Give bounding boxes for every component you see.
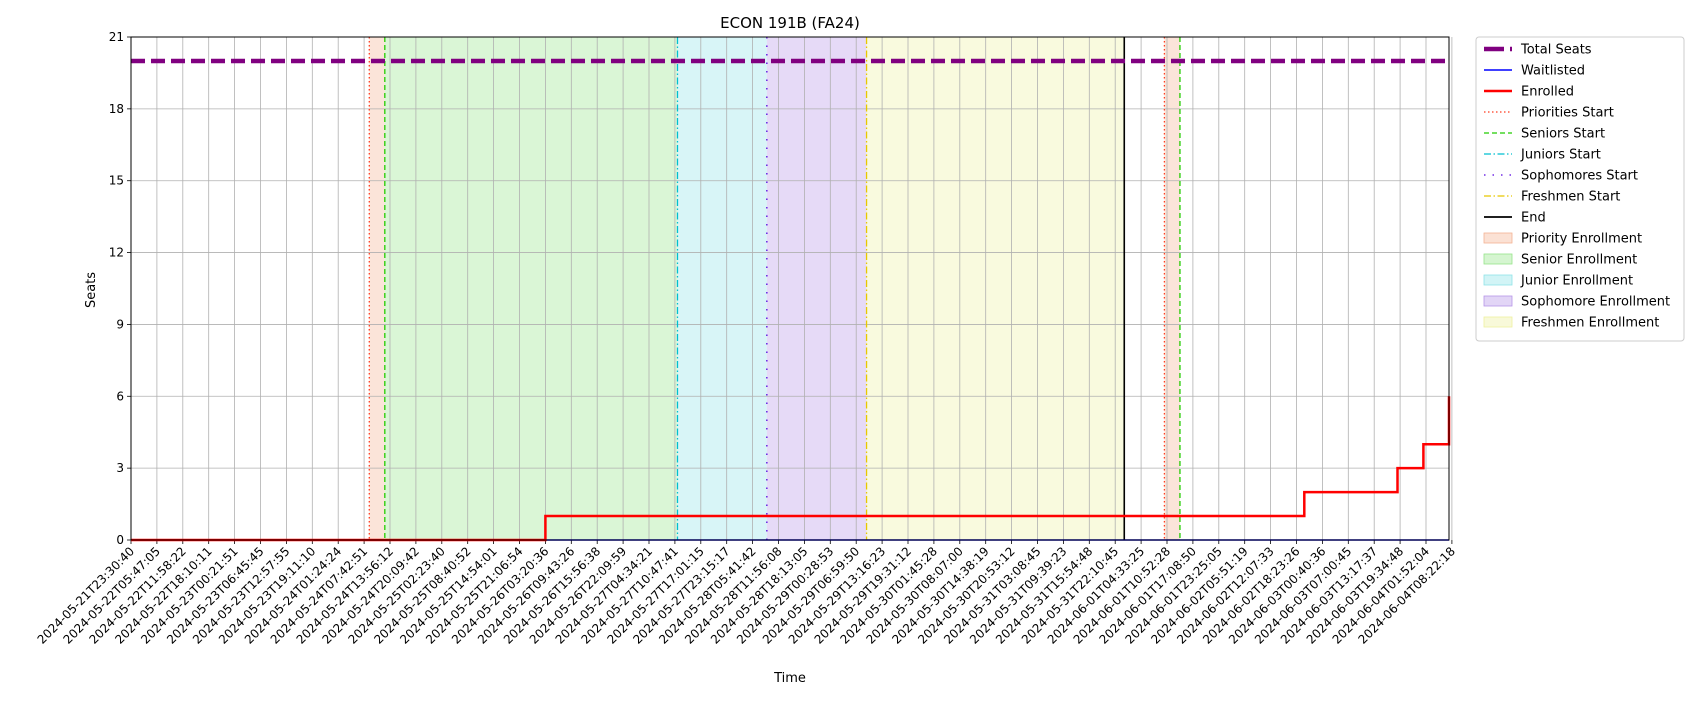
- legend-label: Freshmen Enrollment: [1521, 316, 1659, 331]
- legend-box: [1475, 36, 1685, 342]
- legend-item-total-seats: Total Seats: [1484, 43, 1592, 58]
- legend-item-priority-enrollment: Priority Enrollment: [1483, 232, 1642, 247]
- span-senior-enrollment: [384, 37, 678, 540]
- legend-label: Sophomores Start: [1521, 169, 1638, 184]
- legend-item-senior-enrollment: Senior Enrollment: [1483, 253, 1637, 268]
- legend-swatch: [1483, 316, 1513, 328]
- legend-item-freshmen-enrollment: Freshmen Enrollment: [1483, 316, 1659, 331]
- legend-item-end: End: [1484, 211, 1546, 226]
- legend-label: Senior Enrollment: [1521, 253, 1637, 268]
- y-tick-label: 12: [109, 246, 124, 260]
- chart-title: ECON 191B (FA24): [720, 14, 860, 32]
- legend-label: Junior Enrollment: [1520, 274, 1633, 289]
- legend-label: Total Seats: [1520, 43, 1592, 58]
- span-sophomore-enrollment: [766, 37, 867, 540]
- legend-item-seniors-start: Seniors Start: [1484, 127, 1605, 142]
- legend-swatch: [1483, 274, 1513, 286]
- legend-swatch: [1483, 232, 1513, 244]
- legend-label: Sophomore Enrollment: [1521, 295, 1670, 310]
- legend-label: Seniors Start: [1521, 127, 1605, 142]
- legend-item-sophomores-start: Sophomores Start: [1484, 169, 1638, 184]
- x-axis-label: Time: [773, 671, 806, 686]
- span-freshmen-enrollment: [866, 37, 1125, 540]
- legend-label: End: [1521, 211, 1546, 226]
- plot-frame: [130, 36, 1450, 541]
- span-extra-5: [1164, 37, 1180, 540]
- legend-label: Waitlisted: [1521, 64, 1585, 79]
- y-tick-label: 6: [116, 389, 124, 403]
- legend-item-waitlisted: Waitlisted: [1484, 64, 1585, 79]
- legend-label: Juniors Start: [1520, 148, 1601, 163]
- y-tick-label: 3: [116, 461, 124, 475]
- legend-label: Priority Enrollment: [1521, 232, 1642, 247]
- legend-item-juniors-start: Juniors Start: [1484, 148, 1601, 163]
- span-junior-enrollment: [677, 37, 767, 540]
- legend: Total Seats Waitlisted Enrolled Priorities …: [1475, 36, 1685, 342]
- legend-item-junior-enrollment: Junior Enrollment: [1483, 274, 1633, 289]
- plot-area: [131, 37, 1449, 540]
- legend-item-freshmen-start: Freshmen Start: [1484, 190, 1620, 205]
- y-tick-label: 18: [109, 102, 124, 116]
- legend-label: Priorities Start: [1521, 106, 1614, 121]
- legend-swatch: [1483, 295, 1513, 307]
- y-axis-label: Seats: [84, 272, 99, 308]
- legend-item-sophomore-enrollment: Sophomore Enrollment: [1483, 295, 1670, 310]
- legend-item-enrolled: Enrolled: [1484, 85, 1574, 100]
- legend-label: Enrolled: [1521, 85, 1574, 100]
- y-tick-label: 15: [109, 174, 124, 188]
- span-priority-enrollment: [369, 37, 385, 540]
- y-tick-label: 9: [116, 317, 124, 331]
- legend-swatch: [1483, 253, 1513, 265]
- legend-label: Freshmen Start: [1521, 190, 1620, 205]
- legend-item-priorities-start: Priorities Start: [1484, 106, 1614, 121]
- y-tick-label: 0: [116, 533, 124, 547]
- y-tick-label: 21: [109, 30, 124, 44]
